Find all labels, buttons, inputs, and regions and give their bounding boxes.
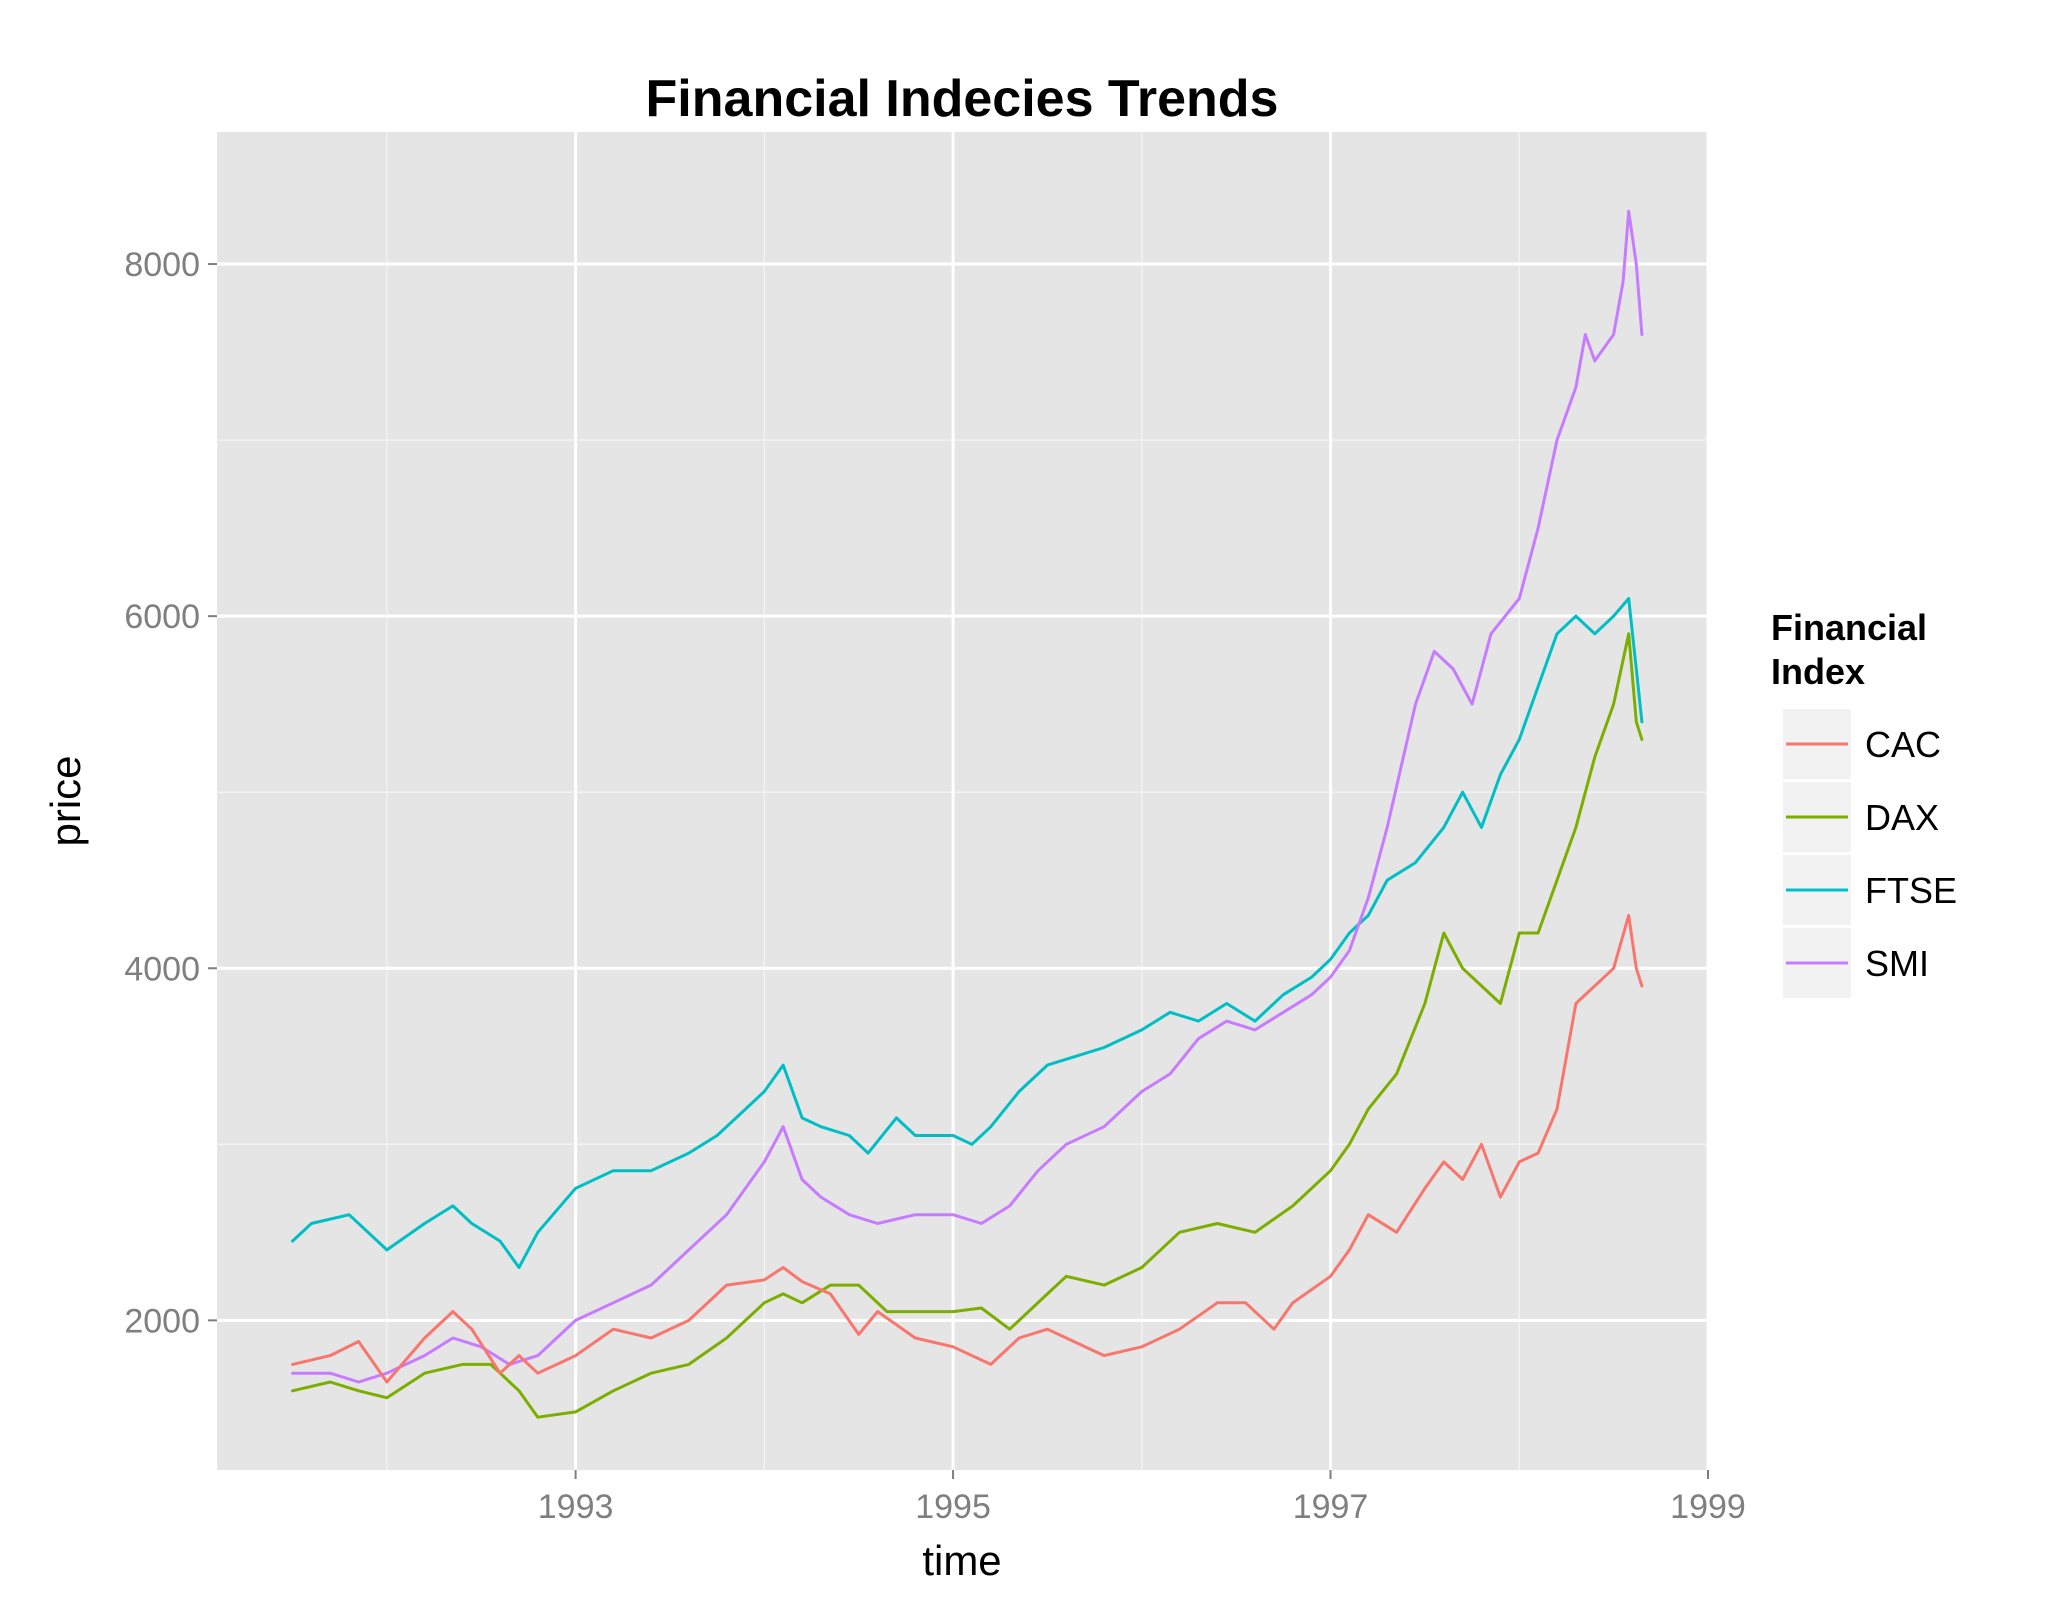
series-line-smi [291, 209, 1644, 1384]
x-axis-title: time [922, 1537, 1001, 1584]
legend-label-ftse: FTSE [1865, 870, 1957, 911]
legend-items: CAC DAX FTSE SMI [1783, 709, 1957, 998]
x-tick-label: 1997 [1293, 1488, 1369, 1526]
plot-area [217, 132, 1710, 1470]
chart-title: Financial Indecies Trends [646, 70, 1279, 128]
x-axis: 1993 1995 1997 1999 [538, 1470, 1746, 1526]
legend: Financial Index CAC DAX FTSE SMI [1771, 607, 1957, 998]
legend-title-line-2: Index [1771, 651, 1865, 692]
series-line-ftse [291, 597, 1644, 1269]
plot-background [217, 132, 1708, 1470]
x-tick-label: 1993 [538, 1488, 614, 1526]
y-tick-label: 8000 [124, 246, 200, 284]
legend-label-dax: DAX [1865, 797, 1939, 838]
y-axis: 2000 4000 6000 8000 [124, 246, 217, 1340]
series-line-cac [291, 913, 1644, 1384]
x-tick-label: 1999 [1670, 1488, 1746, 1526]
grid-major [217, 132, 1710, 1470]
grid-minor [217, 132, 1708, 1470]
series-lines [291, 209, 1644, 1419]
y-tick-label: 4000 [124, 950, 200, 988]
legend-label-cac: CAC [1865, 724, 1941, 765]
legend-title-line-1: Financial [1771, 607, 1927, 648]
y-tick-label: 6000 [124, 598, 200, 636]
legend-label-smi: SMI [1865, 943, 1929, 984]
x-tick-label: 1995 [915, 1488, 991, 1526]
y-tick-label: 2000 [124, 1302, 200, 1340]
y-axis-title: price [42, 755, 89, 846]
series-line-dax [291, 632, 1644, 1419]
